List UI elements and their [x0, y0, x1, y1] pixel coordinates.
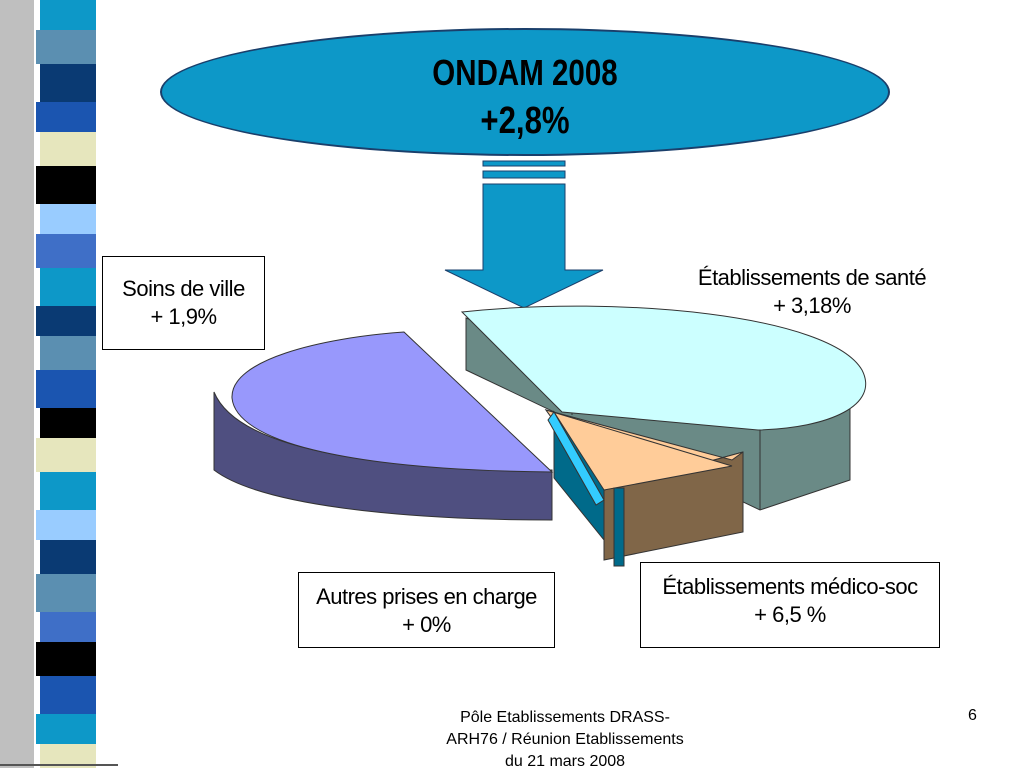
- stripe-block: [40, 612, 96, 642]
- decorative-stripe: [0, 0, 96, 768]
- label-soins-de-ville: Soins de ville + 1,9%: [102, 256, 265, 350]
- stripe-block: [36, 30, 96, 64]
- page-number: 6: [968, 707, 977, 724]
- stripe-block: [36, 306, 96, 336]
- stripe-block: [36, 714, 96, 744]
- label-autres-prises-en-charge: Autres prises en charge + 0%: [298, 572, 555, 648]
- segment-value: + 1,9%: [150, 304, 217, 329]
- stripe-block: [36, 642, 96, 676]
- stripe-block: [36, 438, 96, 472]
- stripe-block: [36, 574, 96, 612]
- slide-footer: Pôle Etablissements DRASS- ARH76 / Réuni…: [400, 707, 730, 773]
- stripe-block: [36, 102, 96, 132]
- ondam-title: ONDAM 2008: [432, 52, 618, 93]
- stripe-block: [36, 510, 96, 540]
- segment-value: + 3,18%: [773, 293, 851, 318]
- segment-value: + 6,5 %: [754, 602, 826, 627]
- footer-line: ARH76 / Réunion Etablissements: [446, 731, 684, 748]
- stripe-block: [40, 0, 96, 30]
- footer-line: du 21 mars 2008: [504, 753, 626, 770]
- ondam-total-rate: +2,8%: [480, 100, 570, 142]
- stripe-background: [0, 0, 34, 768]
- stripe-block: [40, 540, 96, 574]
- footer-line: Pôle Etablissements DRASS-: [460, 709, 670, 726]
- stripe-block: [40, 132, 96, 166]
- stripe-block: [40, 204, 96, 234]
- segment-label: Soins de ville: [122, 276, 245, 301]
- label-etablissements-sante: Établissements de santé + 3,18%: [670, 264, 954, 320]
- stripe-block: [40, 472, 96, 510]
- segment-label: Autres prises en charge: [316, 584, 537, 609]
- label-etablissements-medico-sociaux: Établissements médico-soc + 6,5 %: [640, 562, 940, 648]
- stripe-block: [36, 370, 96, 408]
- pie-slice-sante: [460, 305, 867, 511]
- stripe-block: [36, 234, 96, 268]
- stripe-block: [36, 166, 96, 204]
- stripe-block: [40, 408, 96, 438]
- stripe-block: [40, 268, 96, 306]
- pie-slice-ville: [213, 331, 554, 521]
- down-arrow-icon: [444, 160, 604, 309]
- segment-label: Établissements médico-soc: [662, 574, 918, 599]
- pie-slice-autres: [547, 410, 625, 567]
- segment-label: Établissements de santé: [697, 265, 927, 290]
- ondam-total-ellipse: ONDAM 2008 +2,8%: [160, 28, 890, 156]
- stripe-block: [40, 336, 96, 370]
- segment-value: + 0%: [402, 612, 451, 637]
- pie-slice-medico: [544, 409, 744, 561]
- stripe-block: [40, 676, 96, 714]
- stripe-block: [40, 64, 96, 102]
- footer-rule: [0, 764, 118, 766]
